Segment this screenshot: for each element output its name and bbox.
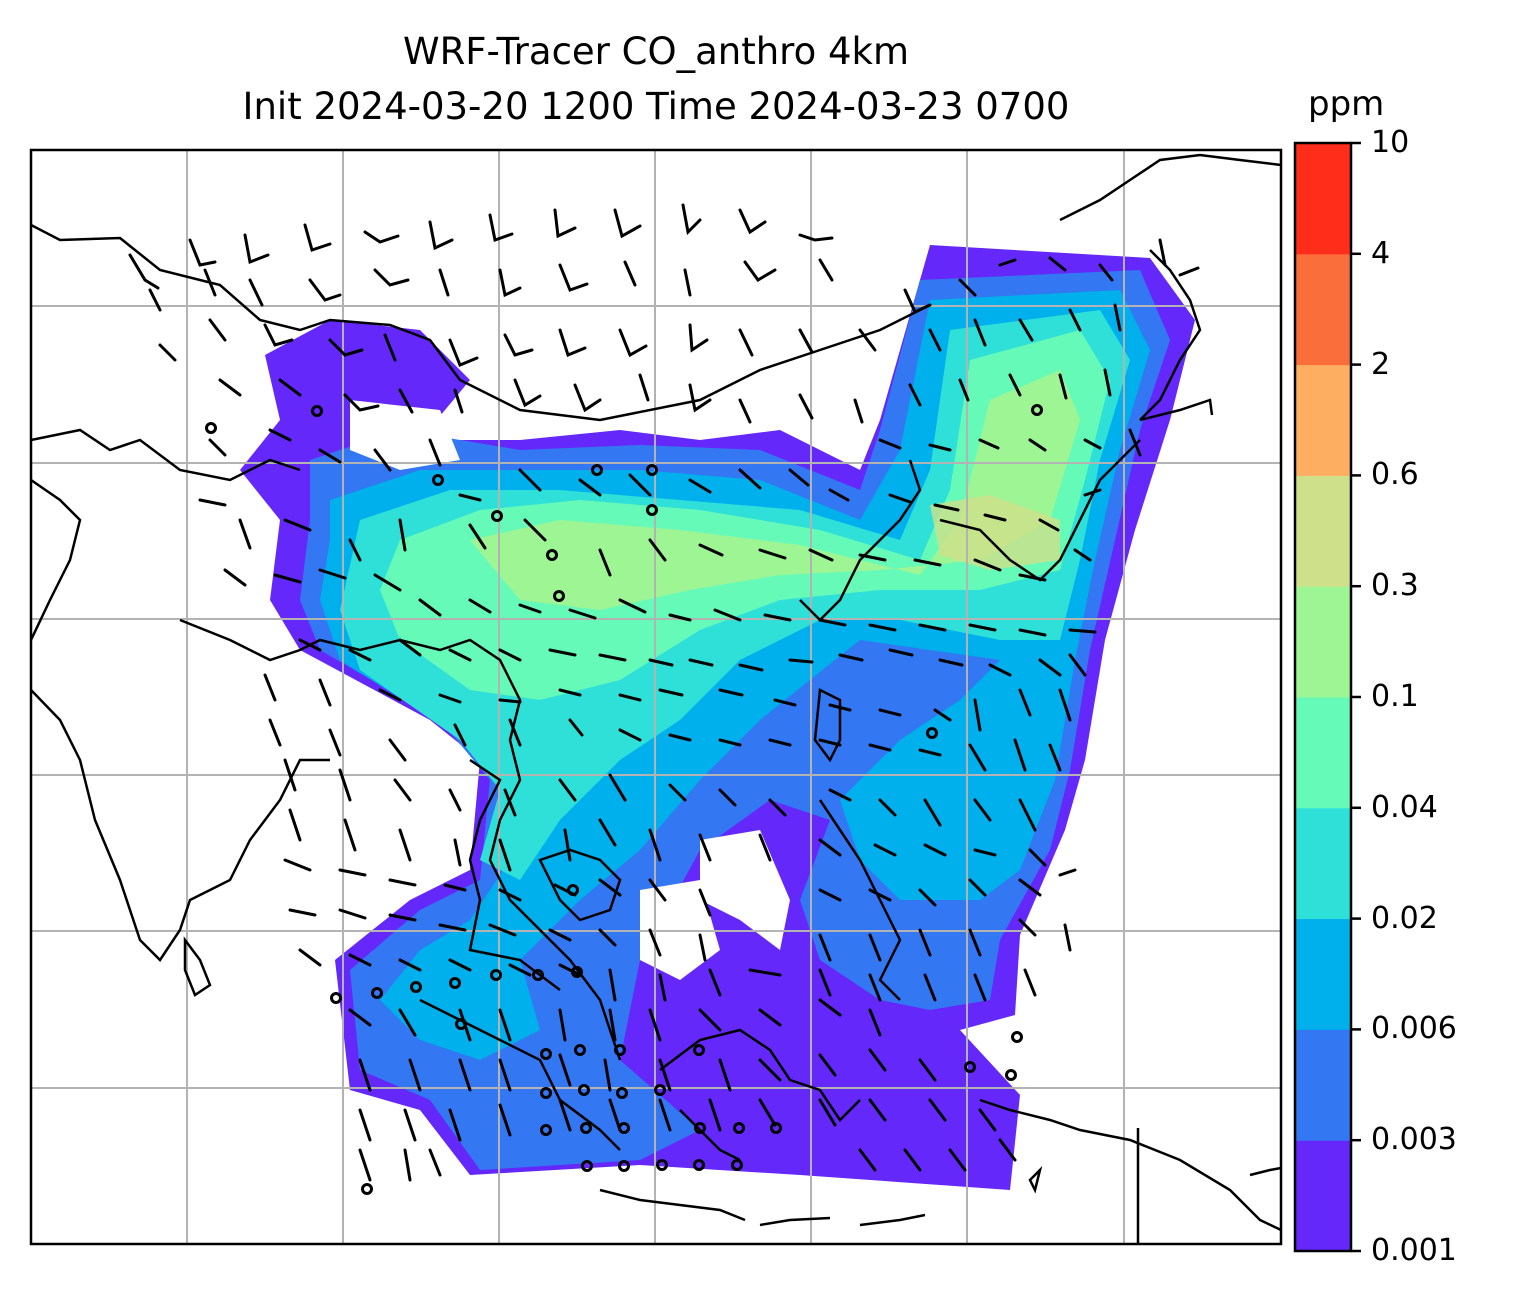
colorbar-tick-label: 0.02 — [1371, 900, 1438, 936]
colorbar-segment — [1295, 475, 1351, 587]
colorbar-tick-label: 2 — [1371, 346, 1391, 382]
tracer-level-0.04 — [380, 330, 1110, 700]
colorbar-segment — [1295, 807, 1351, 920]
coastlines — [31, 153, 1281, 1244]
colorbar-tick-label: 10 — [1371, 125, 1410, 160]
wind-barbs — [128, 203, 1200, 1182]
colorbar-tick-label: 0.006 — [1371, 1011, 1457, 1047]
tracer-level-0.3 — [930, 495, 1060, 570]
colorbar — [1293, 141, 1361, 1253]
colorbar-tick-label: 0.04 — [1371, 789, 1438, 825]
colorbar-tick-label: 0.1 — [1371, 679, 1419, 714]
colorbar-segment — [1295, 918, 1351, 1030]
colorbar-tick-label: 0.003 — [1371, 1122, 1457, 1158]
map-area — [31, 150, 1281, 1244]
tracer-level-0.1 — [470, 370, 1080, 610]
colorbar-tick-label: 0.3 — [1371, 568, 1419, 604]
colorbar-tick-label: 4 — [1371, 235, 1391, 271]
colorbar-tick-label: 0.6 — [1371, 457, 1419, 493]
colorbar-segment — [1295, 1140, 1351, 1252]
colorbar-unit: ppm — [1308, 84, 1385, 124]
plot-subtitle: Init 2024-03-20 1200 Time 2024-03-23 070… — [242, 85, 1070, 128]
map-gridlines — [31, 150, 1281, 1244]
colorbar-segment — [1295, 143, 1351, 255]
map-frame — [29, 148, 1283, 1246]
colorbar-segment — [1295, 253, 1351, 366]
colorbar-segment — [1295, 364, 1351, 476]
calm-wind-markers — [205, 404, 1043, 1195]
plot-title: WRF-Tracer CO_anthro 4km — [402, 30, 909, 73]
tracer-field — [240, 245, 1195, 1190]
colorbar-segment — [1295, 697, 1351, 809]
colorbar-tick-label: 0.001 — [1371, 1233, 1457, 1268]
colorbar-segment — [1295, 1029, 1351, 1141]
colorbar-segment — [1295, 586, 1351, 698]
